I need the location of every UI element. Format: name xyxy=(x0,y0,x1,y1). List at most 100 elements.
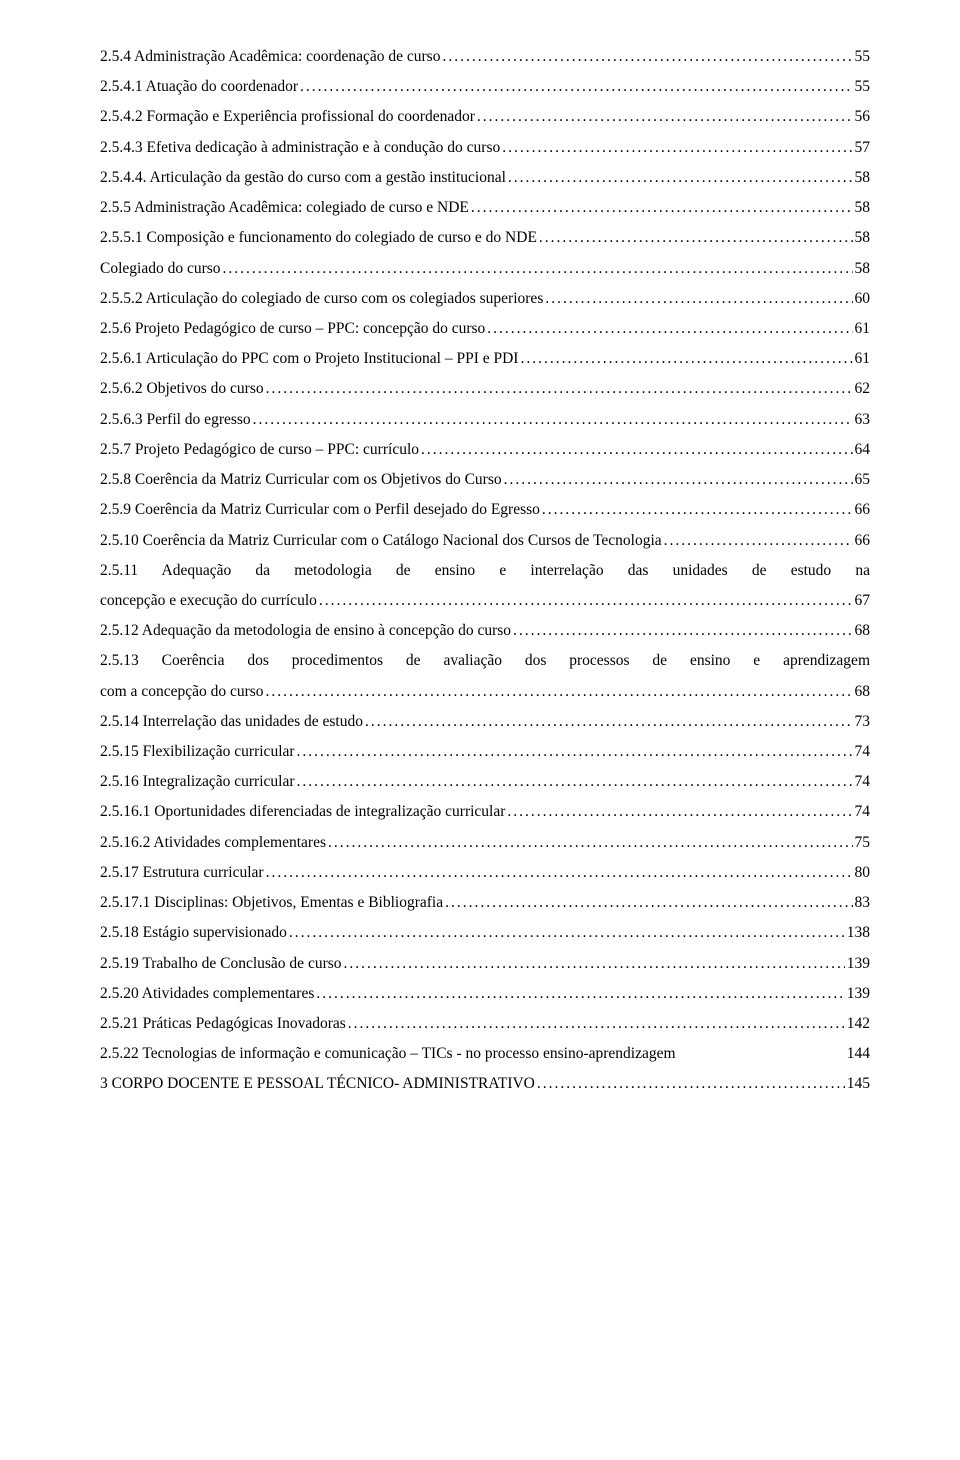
toc-page-number: 57 xyxy=(855,133,871,163)
toc-page-number: 74 xyxy=(855,737,871,767)
toc-leader xyxy=(520,344,852,374)
toc-entry: 3 CORPO DOCENTE E PESSOAL TÉCNICO- ADMIN… xyxy=(100,1069,870,1099)
toc-leader xyxy=(542,495,853,525)
toc-title: 2.5.6.1 Articulação do PPC com o Projeto… xyxy=(100,344,518,374)
toc-title: Colegiado do curso xyxy=(100,254,221,284)
toc-entry: 2.5.9 Coerência da Matriz Curricular com… xyxy=(100,495,870,525)
toc-leader xyxy=(545,284,852,314)
toc-page-number: 61 xyxy=(855,344,871,374)
toc-title: 2.5.4.1 Atuação do coordenador xyxy=(100,72,298,102)
toc-entry: 2.5.18 Estágio supervisionado138 xyxy=(100,918,870,948)
toc-page-number: 68 xyxy=(855,677,871,707)
toc-leader xyxy=(537,1069,845,1099)
toc-entry: 2.5.4 Administração Acadêmica: coordenaç… xyxy=(100,42,870,72)
toc-leader xyxy=(513,616,852,646)
toc-page-number: 62 xyxy=(855,374,871,404)
toc-entry: 2.5.20 Atividades complementares139 xyxy=(100,979,870,1009)
toc-page-number: 63 xyxy=(855,405,871,435)
toc-title: 2.5.9 Coerência da Matriz Curricular com… xyxy=(100,495,540,525)
toc-title: 2.5.5.2 Articulação do colegiado de curs… xyxy=(100,284,543,314)
toc-entry: 2.5.14 Interrelação das unidades de estu… xyxy=(100,707,870,737)
toc-entry: 2.5.4.4. Articulação da gestão do curso … xyxy=(100,163,870,193)
toc-leader xyxy=(289,918,845,948)
toc-title: 2.5.7 Projeto Pedagógico de curso – PPC:… xyxy=(100,435,419,465)
toc-title: 2.5.8 Coerência da Matriz Curricular com… xyxy=(100,465,502,495)
toc-entry: 2.5.4.3 Efetiva dedicação à administraçã… xyxy=(100,133,870,163)
toc-page-number: 58 xyxy=(855,193,871,223)
toc-title: 2.5.19 Trabalho de Conclusão de curso xyxy=(100,949,342,979)
toc-leader xyxy=(316,979,844,1009)
toc-leader xyxy=(508,163,853,193)
toc-title: 2.5.10 Coerência da Matriz Curricular co… xyxy=(100,526,662,556)
toc-page-number: 58 xyxy=(855,254,871,284)
toc-page-number: 75 xyxy=(855,828,871,858)
toc-leader xyxy=(507,797,852,827)
toc-title: 2.5.16.2 Atividades complementares xyxy=(100,828,326,858)
toc-page-number: 145 xyxy=(847,1069,870,1099)
toc-page-number: 55 xyxy=(855,42,871,72)
toc-page-number: 65 xyxy=(855,465,871,495)
toc-page-number: 68 xyxy=(855,616,871,646)
toc-title: 2.5.15 Flexibilização curricular xyxy=(100,737,295,767)
toc-entry: 2.5.6.2 Objetivos do curso 62 xyxy=(100,374,870,404)
toc-title: 2.5.11 Adequação da metodologia de ensin… xyxy=(100,562,870,579)
toc-entry: 2.5.21 Práticas Pedagógicas Inovadoras14… xyxy=(100,1009,870,1039)
toc-page-number: 83 xyxy=(855,888,871,918)
toc-entry: 2.5.17.1 Disciplinas: Objetivos, Ementas… xyxy=(100,888,870,918)
toc-leader xyxy=(445,888,852,918)
toc-page-number: 80 xyxy=(855,858,871,888)
toc-leader xyxy=(348,1009,845,1039)
toc-leader xyxy=(442,42,852,72)
toc-leader xyxy=(664,526,853,556)
toc-entry: 2.5.5 Administração Acadêmica: colegiado… xyxy=(100,193,870,223)
toc-leader xyxy=(253,405,853,435)
toc-leader xyxy=(266,677,853,707)
toc-entry: 2.5.4.1 Atuação do coordenador 55 xyxy=(100,72,870,102)
toc-leader xyxy=(328,828,853,858)
toc-leader xyxy=(421,435,853,465)
toc-entry-line1: 2.5.11 Adequação da metodologia de ensin… xyxy=(100,556,870,586)
toc-page-number: 60 xyxy=(855,284,871,314)
toc-leader xyxy=(297,767,853,797)
toc-title: 2.5.17 Estrutura curricular xyxy=(100,858,264,888)
toc-page-number: 144 xyxy=(847,1039,870,1069)
toc-leader xyxy=(266,374,853,404)
toc-entry: 2.5.17 Estrutura curricular 80 xyxy=(100,858,870,888)
toc-leader xyxy=(504,465,853,495)
toc-title: 2.5.4.3 Efetiva dedicação à administraçã… xyxy=(100,133,500,163)
toc-page-number: 64 xyxy=(855,435,871,465)
toc-leader xyxy=(365,707,853,737)
toc-entry: 2.5.7 Projeto Pedagógico de curso – PPC:… xyxy=(100,435,870,465)
toc-page-number: 56 xyxy=(855,102,871,132)
toc-leader xyxy=(266,858,853,888)
toc-entry: 2.5.16 Integralização curricular74 xyxy=(100,767,870,797)
toc-title: 2.5.18 Estágio supervisionado xyxy=(100,918,287,948)
toc-entry: 2.5.16.2 Atividades complementares 75 xyxy=(100,828,870,858)
toc-page-number: 58 xyxy=(855,223,871,253)
toc-leader xyxy=(344,949,845,979)
toc-title: 2.5.22 Tecnologias de informação e comun… xyxy=(100,1039,843,1069)
toc-title: com a concepção do curso xyxy=(100,677,264,707)
toc-leader xyxy=(477,102,853,132)
toc-page-number: 55 xyxy=(855,72,871,102)
toc-entry: 2.5.6 Projeto Pedagógico de curso – PPC:… xyxy=(100,314,870,344)
toc-entry: Colegiado do curso 58 xyxy=(100,254,870,284)
toc-page-number: 73 xyxy=(855,707,871,737)
toc-leader xyxy=(502,133,852,163)
toc-title: 2.5.4.2 Formação e Experiência profissio… xyxy=(100,102,475,132)
toc-page-number: 139 xyxy=(847,979,870,1009)
toc-title: 2.5.5 Administração Acadêmica: colegiado… xyxy=(100,193,469,223)
toc-page-number: 142 xyxy=(847,1009,870,1039)
toc-entry: 2.5.5.2 Articulação do colegiado de curs… xyxy=(100,284,870,314)
toc-leader xyxy=(319,586,853,616)
toc-title: 2.5.13 Coerência dos procedimentos de av… xyxy=(100,652,870,669)
toc-entry-line1: 2.5.13 Coerência dos procedimentos de av… xyxy=(100,646,870,676)
toc-entry: 2.5.10 Coerência da Matriz Curricular co… xyxy=(100,526,870,556)
toc-title: 2.5.16 Integralização curricular xyxy=(100,767,295,797)
toc-entry: 2.5.16.1 Oportunidades diferenciadas de … xyxy=(100,797,870,827)
toc-title: 2.5.16.1 Oportunidades diferenciadas de … xyxy=(100,797,505,827)
toc-title: 2.5.6.2 Objetivos do curso xyxy=(100,374,264,404)
toc-entry: 2.5.15 Flexibilização curricular 74 xyxy=(100,737,870,767)
toc-title: 2.5.6.3 Perfil do egresso xyxy=(100,405,251,435)
toc-leader xyxy=(300,72,853,102)
